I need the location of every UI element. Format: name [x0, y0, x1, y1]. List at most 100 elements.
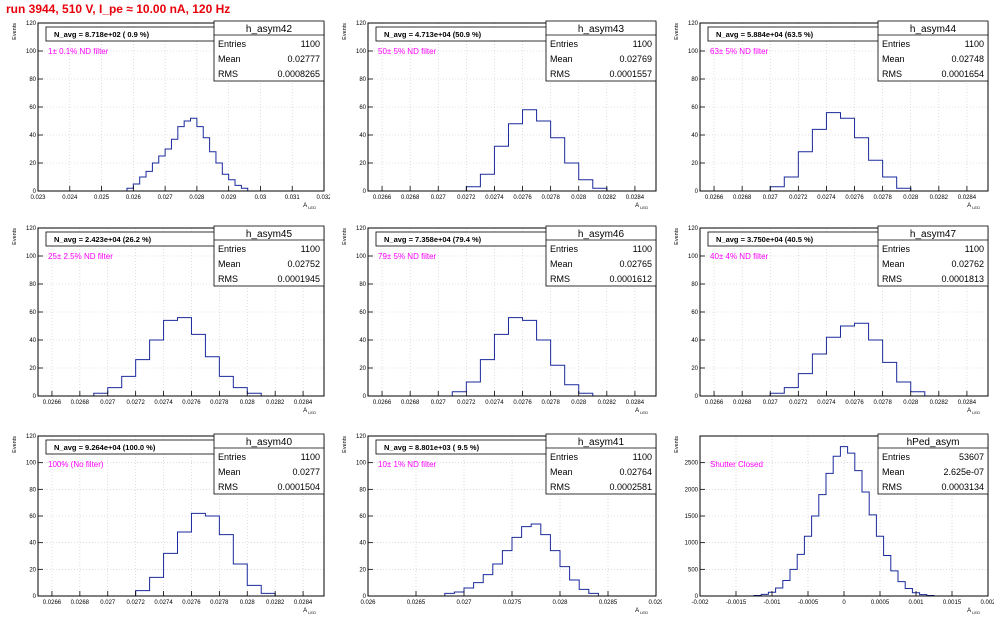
filter-label: Shutter Closed: [710, 460, 763, 469]
stats-value: 0.02777: [287, 54, 320, 64]
x-tick-label: 0.0278: [210, 400, 229, 406]
filter-label: 1± 0.1% ND filter: [48, 47, 109, 56]
stats-label: Entries: [218, 244, 247, 254]
x-tick-label: 0.0266: [373, 400, 392, 406]
y-tick-label: 20: [691, 366, 698, 372]
x-tick-label: 0.027: [456, 600, 472, 606]
y-tick-label: 120: [26, 21, 37, 27]
stats-value: 0.0001557: [609, 69, 652, 79]
x-tick-label: 0.0274: [485, 195, 504, 201]
x-tick-label: 0.027: [763, 400, 779, 406]
x-tick-label: 0.027: [158, 195, 174, 201]
stats-label: RMS: [882, 482, 902, 492]
y-tick-label: 120: [688, 226, 699, 232]
x-tick-label: 0.0278: [873, 195, 892, 201]
x-tick-label: 0.0276: [845, 195, 864, 201]
stats-value: 0.02748: [951, 54, 984, 64]
histogram-name: h_asym43: [578, 24, 625, 35]
x-tick-label: 0.0282: [598, 195, 617, 201]
x-axis-label: A LED: [635, 408, 648, 415]
filter-label: 79± 5% ND filter: [378, 252, 437, 261]
y-tick-label: 0: [363, 189, 367, 195]
stats-label: RMS: [218, 69, 238, 79]
navg-label: N_avg = 8.718e+02 ( 0.9 %): [54, 30, 150, 39]
y-tick-label: 0: [695, 394, 699, 400]
x-tick-label: 0.0274: [154, 600, 173, 606]
y-axis-label: Events: [342, 436, 348, 453]
x-tick-label: 0.029: [648, 600, 662, 606]
stats-box: [213, 20, 325, 82]
x-tick-label: 0.0015: [943, 600, 962, 606]
x-tick-label: 0.028: [571, 195, 587, 201]
histogram-name: h_asym41: [578, 437, 625, 448]
y-tick-label: 100: [26, 49, 37, 55]
y-tick-label: 20: [359, 567, 366, 573]
stats-value: 1100: [633, 244, 652, 254]
y-tick-label: 120: [356, 434, 367, 440]
x-tick-label: 0.026: [360, 600, 376, 606]
y-tick-label: 0: [33, 394, 37, 400]
y-axis-label: Events: [12, 23, 18, 40]
y-tick-label: 40: [359, 133, 366, 139]
navg-label: N_avg = 7.358e+04 (79.4 %): [384, 235, 482, 244]
pad-h-asym44: 0.0266 0.0268 0.027 0.0272 0.0274 0.0276 0.027…: [664, 17, 994, 215]
stats-label: RMS: [882, 69, 902, 79]
stats-label: RMS: [218, 274, 238, 284]
histogram-outline: [769, 112, 912, 191]
x-tick-label: 0.027: [100, 600, 116, 606]
x-tick-label: 0.0005: [871, 600, 890, 606]
y-tick-label: 120: [688, 21, 699, 27]
histogram-outline: [135, 512, 276, 596]
stats-value: 0.0001612: [609, 274, 652, 284]
navg-label: N_avg = 3.750e+04 (40.5 %): [716, 235, 814, 244]
x-tick-label: 0.029: [221, 195, 237, 201]
y-tick-label: 120: [26, 434, 37, 440]
x-tick-label: 0.028: [552, 600, 568, 606]
stats-label: RMS: [550, 482, 570, 492]
stats-value: 0.02765: [619, 259, 652, 269]
x-tick-label: 0.028: [903, 195, 919, 201]
x-axis-label: A LED: [303, 608, 316, 615]
x-tick-label: 0.0284: [958, 195, 977, 201]
x-axis-label: A LED: [967, 608, 980, 615]
y-tick-label: 100: [688, 49, 699, 55]
y-tick-label: 100: [688, 254, 699, 260]
y-axis-label: Events: [12, 436, 18, 453]
y-axis-label: Events: [342, 228, 348, 245]
x-tick-label: 0.027: [431, 195, 447, 201]
x-tick-label: 0.0268: [733, 400, 752, 406]
stats-label: Mean: [550, 259, 573, 269]
stats-label: Mean: [218, 467, 241, 477]
x-tick-label: 0.0266: [373, 195, 392, 201]
x-tick-label: 0.0284: [294, 400, 313, 406]
histogram-name: h_asym47: [910, 229, 957, 240]
stats-label: RMS: [550, 69, 570, 79]
x-tick-label: 0.027: [431, 400, 447, 406]
x-tick-label: -0.001: [763, 600, 781, 606]
histogram-name: hPed_asym: [907, 437, 960, 448]
x-tick-label: 0.0284: [958, 400, 977, 406]
navg-label: N_avg = 5.884e+04 (63.5 %): [716, 30, 814, 39]
x-tick-label: 0.0266: [43, 400, 62, 406]
x-tick-label: 0: [842, 600, 846, 606]
stats-value: 0.0003134: [941, 482, 984, 492]
x-tick-label: 0.028: [903, 400, 919, 406]
filter-label: 40± 4% ND filter: [710, 252, 769, 261]
y-tick-label: 100: [26, 461, 37, 467]
stats-box: [545, 433, 657, 495]
stats-value: 53607: [959, 452, 984, 462]
x-tick-label: 0.031: [285, 195, 301, 201]
x-tick-label: 0.0276: [182, 600, 201, 606]
histogram-outline: [753, 446, 935, 596]
x-tick-label: 0.027: [763, 195, 779, 201]
y-tick-label: 40: [359, 541, 366, 547]
y-tick-label: 60: [359, 310, 366, 316]
histogram-name: h_asym40: [246, 437, 293, 448]
stats-value: 0.02762: [951, 259, 984, 269]
x-tick-label: 0.0276: [845, 400, 864, 406]
stats-label: Mean: [550, 467, 573, 477]
stats-value: 1100: [965, 244, 984, 254]
navg-label: N_avg = 8.801e+03 ( 9.5 %): [384, 443, 480, 452]
stats-value: 2.625e-07: [943, 467, 984, 477]
x-tick-label: 0.0268: [401, 195, 420, 201]
